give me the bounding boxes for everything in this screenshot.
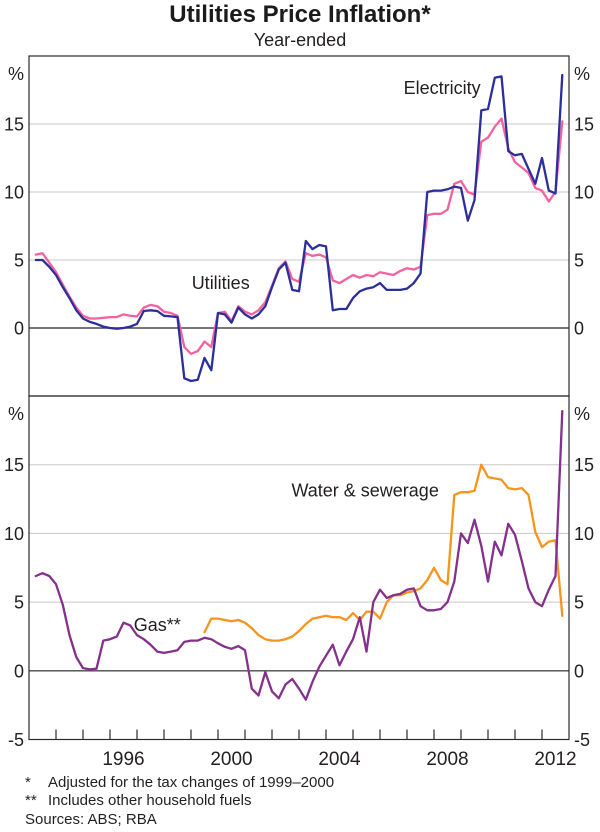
- y-unit-left: %: [8, 404, 24, 424]
- series-water-sewerage-line: [203, 463, 564, 642]
- chart-subtitle: Year-ended: [253, 30, 347, 50]
- panel-1: [29, 73, 569, 383]
- chart-title: Utilities Price Inflation*: [169, 1, 431, 28]
- series-electricity-label: Electricity: [404, 78, 481, 98]
- y-tick-right-0: 0: [574, 319, 584, 339]
- y-tick-right-5: 5: [574, 593, 584, 613]
- x-label-1996: 1996: [102, 749, 144, 770]
- y-tick-right-15: 15: [574, 455, 594, 475]
- series-utilities-label: Utilities: [192, 273, 250, 293]
- series-gas-label: Gas**: [134, 615, 181, 635]
- y-tick-right--5: -5: [574, 730, 590, 750]
- footnote-2-text: Includes other household fuels: [48, 792, 252, 809]
- series-utilities-line: [34, 117, 564, 355]
- footnote-1: * Adjusted for the tax changes of 1999–20…: [25, 774, 334, 791]
- y-tick-right-0: 0: [574, 661, 584, 681]
- y-tick-left-5: 5: [14, 593, 24, 613]
- y-tick-left--5: -5: [8, 730, 24, 750]
- footnote-1-marker: *: [25, 774, 31, 791]
- y-tick-left-5: 5: [14, 251, 24, 271]
- y-unit-left: %: [8, 64, 24, 84]
- y-tick-right-15: 15: [574, 115, 594, 135]
- y-tick-left-10: 10: [4, 183, 24, 203]
- x-label-2008: 2008: [426, 749, 468, 770]
- series-gas-line: [34, 409, 564, 701]
- y-tick-left-15: 15: [4, 115, 24, 135]
- sources-line: Sources: ABS; RBA: [25, 811, 157, 828]
- y-tick-left-15: 15: [4, 455, 24, 475]
- y-unit-right: %: [574, 404, 590, 424]
- y-tick-left-0: 0: [14, 661, 24, 681]
- y-tick-right-10: 10: [574, 524, 594, 544]
- panel-2: [29, 409, 569, 740]
- y-unit-right: %: [574, 64, 590, 84]
- series-electricity-line: [34, 73, 564, 383]
- x-label-2012: 2012: [534, 749, 576, 770]
- y-tick-right-10: 10: [574, 183, 594, 203]
- y-tick-left-0: 0: [14, 319, 24, 339]
- footnote-2: ** Includes other household fuels: [25, 792, 251, 809]
- y-tick-right-5: 5: [574, 251, 584, 271]
- footnote-2-marker: **: [25, 792, 37, 809]
- footnote-1-text: Adjusted for the tax changes of 1999–200…: [48, 774, 335, 791]
- x-label-2000: 2000: [210, 749, 252, 770]
- x-label-2004: 2004: [318, 749, 361, 770]
- y-tick-left-10: 10: [4, 524, 24, 544]
- series-water-sewerage-label: Water & sewerage: [291, 480, 438, 500]
